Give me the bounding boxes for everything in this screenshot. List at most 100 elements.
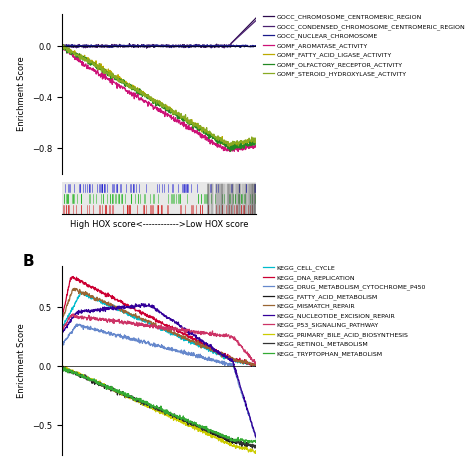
- GOCC_CONDENSED_CHROMOSOME_CENTROMERIC_REGION: [205, 43, 211, 49]
- KEGG_FATTY_ACID_METABOLISM: [109, 387, 115, 392]
- GOMF_FATTY_ACID_LIGASE_ACTIVITY: [59, 44, 64, 50]
- KEGG_RETINOL_METABOLISM: [59, 365, 64, 370]
- KEGG_PRIMARY_BILE_ACID_BIOSYNTHESIS: [93, 377, 99, 383]
- GOCC_NUCLEAR_CHROMOSOME: [193, 42, 199, 47]
- KEGG_PRIMARY_BILE_ACID_BIOSYNTHESIS: [59, 364, 64, 370]
- GOMF_AROMATASE_ACTIVITY: [59, 41, 64, 46]
- GOMF_FATTY_ACID_LIGASE_ACTIVITY: [205, 132, 211, 137]
- KEGG_DNA_REPLICATION: [173, 328, 179, 334]
- KEGG_P53_SIGNALING_PATHWAY: [189, 328, 194, 333]
- Line: GOCC_CONDENSED_CHROMOSOME_CENTROMERIC_REGION: GOCC_CONDENSED_CHROMOSOME_CENTROMERIC_RE…: [62, 20, 256, 48]
- GOCC_NUCLEAR_CHROMOSOME: [146, 44, 152, 49]
- KEGG_CELL_CYCLE: [205, 346, 211, 351]
- GOCC_CHROMOSOME_CENTROMERIC_REGION: [93, 42, 99, 48]
- GOMF_FATTY_ACID_LIGASE_ACTIVITY: [60, 42, 66, 47]
- Line: GOCC_NUCLEAR_CHROMOSOME: GOCC_NUCLEAR_CHROMOSOME: [62, 45, 256, 47]
- GOCC_CHROMOSOME_CENTROMERIC_REGION: [189, 44, 194, 49]
- GOCC_CHROMOSOME_CENTROMERIC_REGION: [144, 46, 149, 51]
- Line: KEGG_CELL_CYCLE: KEGG_CELL_CYCLE: [62, 292, 256, 366]
- KEGG_FATTY_ACID_METABOLISM: [59, 365, 64, 371]
- KEGG_DRUG_METABOLISM_CYTOCHROME_P450: [93, 327, 99, 332]
- KEGG_PRIMARY_BILE_ACID_BIOSYNTHESIS: [253, 451, 258, 456]
- KEGG_RETINOL_METABOLISM: [173, 415, 179, 421]
- KEGG_TRYPTOPHAN_METABOLISM: [93, 380, 99, 386]
- KEGG_DNA_REPLICATION: [248, 364, 254, 369]
- GOMF_STEROID_HYDROXYLASE_ACTIVITY: [227, 144, 232, 149]
- Line: GOMF_FATTY_ACID_LIGASE_ACTIVITY: GOMF_FATTY_ACID_LIGASE_ACTIVITY: [62, 45, 256, 147]
- KEGG_CELL_CYCLE: [173, 332, 179, 338]
- GOMF_STEROID_HYDROXYLASE_ACTIVITY: [173, 111, 179, 117]
- KEGG_TRYPTOPHAN_METABOLISM: [189, 419, 194, 425]
- GOCC_NUCLEAR_CHROMOSOME: [93, 43, 99, 49]
- Line: GOMF_OLFACTORY_RECEPTOR_ACTIVITY: GOMF_OLFACTORY_RECEPTOR_ACTIVITY: [62, 44, 256, 151]
- Line: KEGG_FATTY_ACID_METABOLISM: KEGG_FATTY_ACID_METABOLISM: [62, 366, 256, 448]
- GOMF_OLFACTORY_RECEPTOR_ACTIVITY: [228, 148, 234, 154]
- GOMF_OLFACTORY_RECEPTOR_ACTIVITY: [109, 75, 115, 81]
- KEGG_RETINOL_METABOLISM: [93, 379, 99, 384]
- GOMF_AROMATASE_ACTIVITY: [146, 100, 152, 105]
- KEGG_CELL_CYCLE: [59, 324, 64, 329]
- GOMF_OLFACTORY_RECEPTOR_ACTIVITY: [173, 113, 179, 118]
- KEGG_DNA_REPLICATION: [253, 361, 259, 366]
- GOMF_FATTY_ACID_LIGASE_ACTIVITY: [189, 117, 194, 122]
- GOCC_NUCLEAR_CHROMOSOME: [253, 43, 259, 49]
- KEGG_PRIMARY_BILE_ACID_BIOSYNTHESIS: [173, 418, 179, 424]
- KEGG_DNA_REPLICATION: [93, 286, 99, 292]
- KEGG_DRUG_METABOLISM_CYTOCHROME_P450: [74, 321, 80, 327]
- KEGG_RETINOL_METABOLISM: [109, 386, 115, 392]
- KEGG_NUCLEOTIDE_EXCISION_REPAIR: [189, 331, 194, 337]
- KEGG_DRUG_METABOLISM_CYTOCHROME_P450: [173, 347, 179, 353]
- KEGG_MISMATCH_REPAIR: [205, 344, 211, 349]
- GOMF_OLFACTORY_RECEPTOR_ACTIVITY: [147, 95, 153, 100]
- Y-axis label: Enrichment Score: Enrichment Score: [17, 56, 26, 131]
- KEGG_RETINOL_METABOLISM: [253, 443, 259, 448]
- KEGG_P53_SIGNALING_PATHWAY: [93, 315, 99, 321]
- KEGG_RETINOL_METABOLISM: [60, 364, 65, 370]
- KEGG_PRIMARY_BILE_ACID_BIOSYNTHESIS: [147, 404, 153, 410]
- GOMF_AROMATASE_ACTIVITY: [227, 149, 233, 155]
- GOMF_STEROID_HYDROXYLASE_ACTIVITY: [189, 119, 194, 125]
- GOMF_STEROID_HYDROXYLASE_ACTIVITY: [205, 129, 211, 135]
- GOMF_OLFACTORY_RECEPTOR_ACTIVITY: [60, 41, 65, 47]
- KEGG_DRUG_METABOLISM_CYTOCHROME_P450: [59, 343, 64, 348]
- GOMF_STEROID_HYDROXYLASE_ACTIVITY: [59, 44, 64, 50]
- KEGG_RETINOL_METABOLISM: [189, 422, 194, 428]
- GOCC_CHROMOSOME_CENTROMERIC_REGION: [147, 43, 153, 48]
- KEGG_P53_SIGNALING_PATHWAY: [59, 327, 64, 332]
- GOCC_CHROMOSOME_CENTROMERIC_REGION: [109, 43, 114, 49]
- KEGG_MISMATCH_REPAIR: [59, 319, 64, 325]
- KEGG_P53_SIGNALING_PATHWAY: [205, 331, 211, 337]
- KEGG_DNA_REPLICATION: [59, 316, 64, 321]
- KEGG_DNA_REPLICATION: [109, 296, 115, 301]
- KEGG_PRIMARY_BILE_ACID_BIOSYNTHESIS: [109, 386, 115, 392]
- GOCC_CONDENSED_CHROMOSOME_CENTROMERIC_REGION: [189, 42, 194, 48]
- Line: KEGG_DNA_REPLICATION: KEGG_DNA_REPLICATION: [62, 276, 256, 366]
- GOCC_CONDENSED_CHROMOSOME_CENTROMERIC_REGION: [93, 44, 99, 50]
- KEGG_TRYPTOPHAN_METABOLISM: [59, 365, 64, 371]
- KEGG_TRYPTOPHAN_METABOLISM: [253, 438, 259, 444]
- KEGG_MISMATCH_REPAIR: [253, 362, 259, 368]
- GOMF_FATTY_ACID_LIGASE_ACTIVITY: [93, 60, 99, 66]
- KEGG_P53_SIGNALING_PATHWAY: [70, 311, 76, 317]
- GOMF_STEROID_HYDROXYLASE_ACTIVITY: [147, 96, 153, 102]
- Line: KEGG_PRIMARY_BILE_ACID_BIOSYNTHESIS: KEGG_PRIMARY_BILE_ACID_BIOSYNTHESIS: [62, 365, 256, 454]
- KEGG_DNA_REPLICATION: [147, 312, 153, 318]
- KEGG_TRYPTOPHAN_METABOLISM: [205, 427, 211, 433]
- GOCC_CHROMOSOME_CENTROMERIC_REGION: [173, 43, 179, 49]
- GOCC_NUCLEAR_CHROMOSOME: [186, 45, 191, 50]
- KEGG_CELL_CYCLE: [189, 339, 194, 345]
- KEGG_P53_SIGNALING_PATHWAY: [109, 318, 115, 323]
- KEGG_TRYPTOPHAN_METABOLISM: [60, 364, 65, 370]
- Line: GOMF_STEROID_HYDROXYLASE_ACTIVITY: GOMF_STEROID_HYDROXYLASE_ACTIVITY: [62, 44, 256, 146]
- KEGG_DRUG_METABOLISM_CYTOCHROME_P450: [253, 435, 259, 441]
- KEGG_MISMATCH_REPAIR: [189, 338, 194, 344]
- Line: KEGG_RETINOL_METABOLISM: KEGG_RETINOL_METABOLISM: [62, 367, 256, 448]
- KEGG_PRIMARY_BILE_ACID_BIOSYNTHESIS: [189, 423, 194, 428]
- KEGG_DNA_REPLICATION: [71, 273, 76, 279]
- Line: GOMF_AROMATASE_ACTIVITY: GOMF_AROMATASE_ACTIVITY: [62, 44, 256, 152]
- KEGG_MISMATCH_REPAIR: [253, 363, 258, 368]
- KEGG_NUCLEOTIDE_EXCISION_REPAIR: [205, 343, 211, 349]
- KEGG_MISMATCH_REPAIR: [93, 296, 99, 302]
- KEGG_FATTY_ACID_METABOLISM: [253, 444, 259, 449]
- X-axis label: High HOX score<------------>Low HOX score: High HOX score<------------>Low HOX scor…: [70, 220, 248, 229]
